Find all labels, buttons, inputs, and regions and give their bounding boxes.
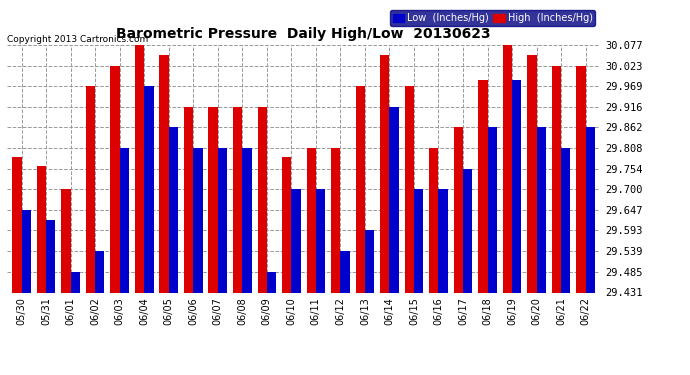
Bar	[159, 56, 169, 292]
Bar	[95, 251, 104, 292]
Bar	[291, 189, 301, 292]
Bar	[380, 56, 389, 292]
Legend: Low  (Inches/Hg), High  (Inches/Hg): Low (Inches/Hg), High (Inches/Hg)	[390, 10, 595, 26]
Bar	[438, 189, 448, 292]
Bar	[561, 148, 571, 292]
Bar	[453, 128, 463, 292]
Text: Copyright 2013 Cartronics.com: Copyright 2013 Cartronics.com	[7, 35, 148, 44]
Bar	[429, 148, 438, 292]
Bar	[70, 272, 80, 292]
Bar	[389, 106, 399, 292]
Bar	[208, 106, 218, 292]
Bar	[365, 230, 374, 292]
Bar	[46, 220, 55, 292]
Bar	[267, 272, 276, 292]
Bar	[135, 45, 144, 292]
Bar	[552, 66, 561, 292]
Bar	[169, 128, 178, 292]
Bar	[576, 66, 586, 292]
Bar	[61, 189, 70, 292]
Bar	[503, 45, 512, 292]
Bar	[193, 148, 203, 292]
Bar	[404, 86, 414, 292]
Bar	[306, 148, 316, 292]
Bar	[527, 56, 537, 292]
Bar	[184, 106, 193, 292]
Bar	[37, 166, 46, 292]
Bar	[340, 251, 350, 292]
Bar	[282, 157, 291, 292]
Bar	[119, 148, 129, 292]
Bar	[21, 210, 31, 292]
Bar	[414, 189, 423, 292]
Bar	[316, 189, 325, 292]
Bar	[355, 86, 365, 292]
Bar	[331, 148, 340, 292]
Bar	[242, 148, 252, 292]
Bar	[86, 86, 95, 292]
Bar	[233, 106, 242, 292]
Bar	[144, 86, 154, 292]
Bar	[110, 66, 119, 292]
Bar	[12, 157, 21, 292]
Bar	[488, 128, 497, 292]
Bar	[537, 128, 546, 292]
Bar	[218, 148, 227, 292]
Bar	[586, 128, 595, 292]
Bar	[257, 106, 267, 292]
Title: Barometric Pressure  Daily High/Low  20130623: Barometric Pressure Daily High/Low 20130…	[117, 27, 491, 41]
Bar	[478, 80, 488, 292]
Bar	[463, 169, 472, 292]
Bar	[512, 80, 522, 292]
